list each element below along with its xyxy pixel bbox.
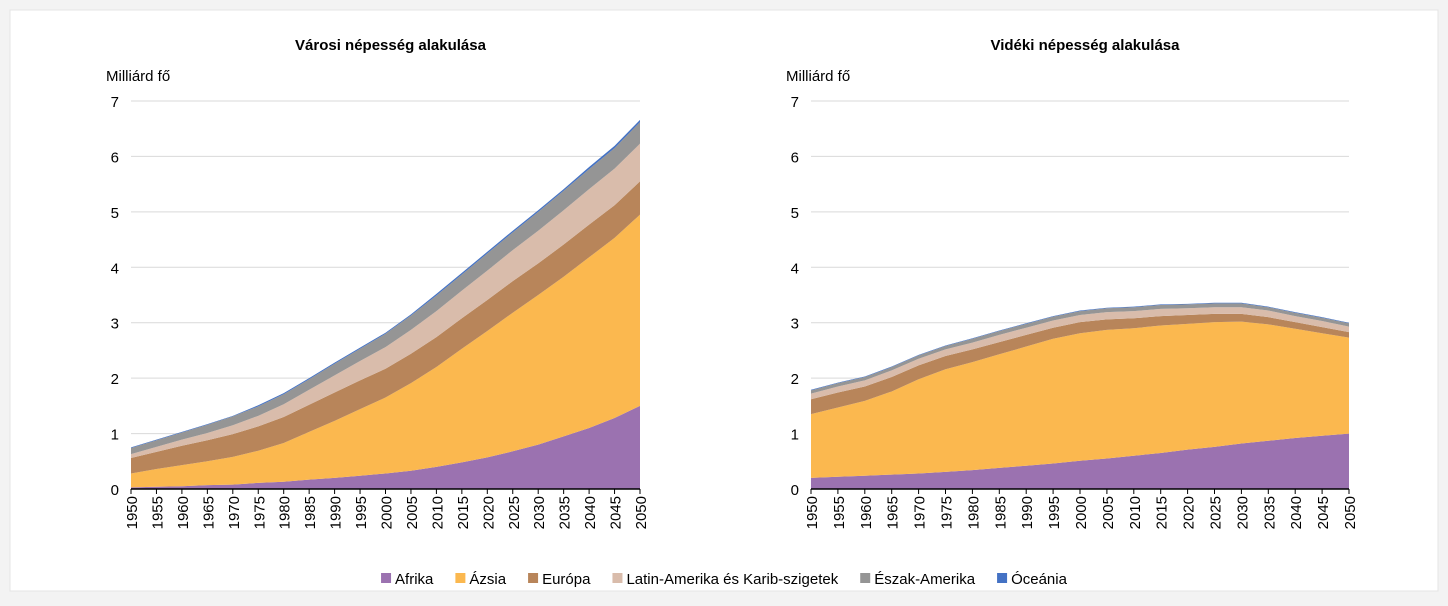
x-tick-label: 1985 xyxy=(302,496,319,529)
x-tick-label: 2035 xyxy=(557,496,574,529)
legend-label: Afrika xyxy=(395,571,434,588)
x-tick-label: 1990 xyxy=(1019,496,1036,529)
y-tick-label: 4 xyxy=(791,260,799,277)
area xyxy=(811,307,1349,400)
x-tick-label: 2050 xyxy=(633,496,650,529)
y-tick-label: 5 xyxy=(791,205,799,222)
x-tick-label: 1980 xyxy=(965,496,982,529)
x-tick-label: 1955 xyxy=(831,496,848,529)
chart-title: Városi népesség alakulása xyxy=(295,37,487,54)
x-tick-label: 2040 xyxy=(1288,496,1305,529)
y-tick-label: 7 xyxy=(791,94,799,111)
y-tick-label: 0 xyxy=(791,482,799,499)
y-tick-label: 0 xyxy=(111,482,119,499)
x-tick-label: 1975 xyxy=(939,496,956,529)
x-tick-label: 1950 xyxy=(124,496,141,529)
x-tick-label: 1950 xyxy=(804,496,821,529)
x-tick-label: 2020 xyxy=(1181,496,1198,529)
x-tick-label: 1965 xyxy=(200,496,217,529)
x-tick-label: 2010 xyxy=(1127,496,1144,529)
legend-label: Óceánia xyxy=(1011,571,1068,588)
legend-swatch xyxy=(612,573,623,583)
x-tick-label: 1970 xyxy=(226,496,243,529)
legend-label: Európa xyxy=(542,571,591,588)
x-tick-label: 1960 xyxy=(175,496,192,529)
y-tick-label: 5 xyxy=(111,205,119,222)
area xyxy=(811,313,1349,415)
y-tick-label: 7 xyxy=(111,94,119,111)
y-tick-label: 3 xyxy=(111,316,119,333)
x-tick-label: 2035 xyxy=(1261,496,1278,529)
area xyxy=(811,433,1349,489)
legend-label: Ázsia xyxy=(469,571,506,588)
area xyxy=(131,214,640,488)
legend-label: Latin-Amerika és Karib-szigetek xyxy=(626,571,838,588)
x-tick-label: 2045 xyxy=(1315,496,1332,529)
x-tick-label: 2025 xyxy=(1208,496,1225,529)
x-tick-label: 1995 xyxy=(1046,496,1063,529)
x-tick-label: 1980 xyxy=(277,496,294,529)
x-tick-label: 2025 xyxy=(506,496,523,529)
legend-swatch xyxy=(455,573,466,583)
x-tick-label: 1965 xyxy=(885,496,902,529)
x-tick-label: 2030 xyxy=(1234,496,1251,529)
y-tick-label: 2 xyxy=(791,371,799,388)
x-tick-label: 1995 xyxy=(353,496,370,529)
x-tick-label: 2010 xyxy=(429,496,446,529)
x-tick-label: 1975 xyxy=(251,496,268,529)
x-tick-label: 2005 xyxy=(404,496,421,529)
x-tick-label: 1985 xyxy=(992,496,1009,529)
y-tick-label: 6 xyxy=(791,149,799,166)
x-tick-label: 2045 xyxy=(608,496,625,529)
x-tick-label: 2015 xyxy=(455,496,472,529)
x-tick-label: 2005 xyxy=(1100,496,1117,529)
x-tick-label: 2000 xyxy=(1073,496,1090,529)
legend-swatch xyxy=(528,573,539,583)
legend-swatch xyxy=(860,573,871,583)
y-axis-label: Milliárd fő xyxy=(106,68,170,85)
panel xyxy=(9,9,1439,592)
x-tick-label: 1970 xyxy=(912,496,929,529)
legend-swatch xyxy=(997,573,1008,583)
x-tick-label: 1990 xyxy=(328,496,345,529)
x-tick-label: 2015 xyxy=(1154,496,1171,529)
y-tick-label: 3 xyxy=(791,316,799,333)
legend-swatch xyxy=(381,573,392,583)
y-tick-label: 1 xyxy=(791,427,799,444)
x-tick-label: 1955 xyxy=(149,496,166,529)
y-tick-label: 1 xyxy=(111,427,119,444)
x-tick-label: 2040 xyxy=(582,496,599,529)
x-tick-label: 2050 xyxy=(1342,496,1359,529)
y-tick-label: 6 xyxy=(111,149,119,166)
y-tick-label: 4 xyxy=(111,260,119,277)
legend-label: Észak-Amerika xyxy=(874,571,976,588)
chart-title: Vidéki népesség alakulása xyxy=(990,37,1180,54)
y-axis-label: Milliárd fő xyxy=(786,68,850,85)
area xyxy=(131,405,640,489)
x-tick-label: 1960 xyxy=(858,496,875,529)
x-tick-label: 2020 xyxy=(480,496,497,529)
area xyxy=(811,321,1349,478)
x-tick-label: 2030 xyxy=(531,496,548,529)
y-tick-label: 2 xyxy=(111,371,119,388)
x-tick-label: 2000 xyxy=(379,496,396,529)
